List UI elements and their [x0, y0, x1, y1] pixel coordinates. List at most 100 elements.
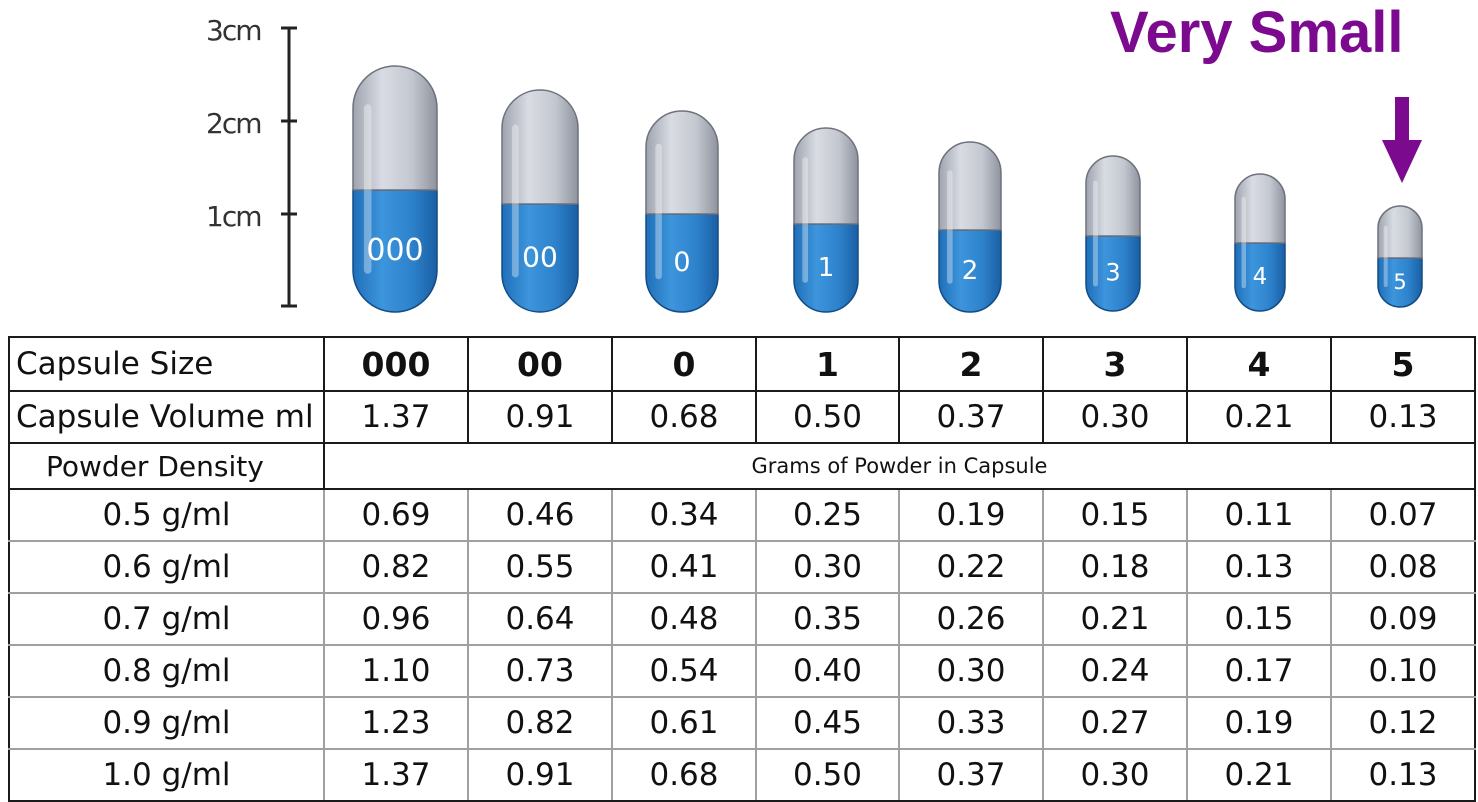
- grams-caption: Grams of Powder in Capsule: [323, 442, 1476, 490]
- grams-cell: 0.21: [1186, 748, 1332, 802]
- volume-cell: 0.13: [1330, 390, 1476, 444]
- volume-cell: 0.21: [1186, 390, 1332, 444]
- grams-cell: 0.08: [1330, 540, 1476, 594]
- grams-cell: 0.61: [611, 696, 757, 750]
- grams-cell: 0.15: [1186, 592, 1332, 646]
- capsule-cap: [645, 110, 719, 215]
- grams-cell: 0.26: [898, 592, 1044, 646]
- size-cell: 00: [467, 336, 613, 392]
- capsule-label: 3: [1105, 259, 1120, 287]
- size-cell: 000: [323, 336, 469, 392]
- density-label: 0.7 g/ml: [8, 592, 325, 646]
- density-label: 0.6 g/ml: [8, 540, 325, 594]
- capsule-size-000: 000: [352, 65, 438, 313]
- grams-cell: 0.11: [1186, 488, 1332, 542]
- capsule-volume-row: Capsule Volume ml 1.37 0.91 0.68 0.50 0.37 0.3…: [8, 390, 1476, 444]
- capsule-label: 2: [962, 256, 979, 286]
- capsule-label: 1: [818, 253, 835, 283]
- volume-cell: 0.50: [755, 390, 900, 444]
- grams-cell: 0.22: [898, 540, 1044, 594]
- grams-cell: 0.24: [1042, 644, 1188, 698]
- capsule-cap: [1085, 155, 1141, 237]
- capsule-label: 0: [673, 247, 690, 278]
- capsule-cap: [938, 141, 1002, 231]
- grams-cell: 0.21: [1042, 592, 1188, 646]
- powder-density-label: Powder Density: [8, 442, 325, 490]
- capsule-size-1: 1: [793, 127, 859, 313]
- density-label: 0.9 g/ml: [8, 696, 325, 750]
- capsule-size-row: Capsule Size 000 00 0 1 2 3 4 5: [8, 336, 1476, 392]
- ruler: 3cm 2cm 1cm: [206, 14, 297, 308]
- tick-label-3cm: 3cm: [206, 14, 260, 47]
- capsule-size-2: 2: [938, 141, 1002, 313]
- capsule-group: 000 00 0 1 2 3 4 5: [352, 65, 1423, 313]
- grams-cell: 0.13: [1330, 748, 1476, 802]
- capsule-label: 00: [522, 240, 558, 273]
- capsule-size-3: 3: [1085, 155, 1141, 312]
- size-cell: 1: [755, 336, 900, 392]
- capsule-size-5: 5: [1377, 205, 1423, 308]
- grams-cell: 0.37: [898, 748, 1044, 802]
- grams-cell: 0.40: [755, 644, 900, 698]
- grams-cell: 0.07: [1330, 488, 1476, 542]
- grams-cell: 0.41: [611, 540, 757, 594]
- table-row: 0.8 g/ml 1.10 0.73 0.54 0.40 0.30 0.24 0.17 0.10: [8, 644, 1476, 698]
- grams-cell: 0.17: [1186, 644, 1332, 698]
- capsule-cap: [501, 89, 579, 205]
- grams-cell: 0.30: [1042, 748, 1188, 802]
- grams-cell: 0.18: [1042, 540, 1188, 594]
- grams-cell: 0.12: [1330, 696, 1476, 750]
- table-row: 0.5 g/ml 0.69 0.46 0.34 0.25 0.19 0.15 0.11 0.07: [8, 488, 1476, 542]
- grams-cell: 0.15: [1042, 488, 1188, 542]
- grams-cell: 1.10: [323, 644, 469, 698]
- tick-label-2cm: 2cm: [206, 107, 260, 140]
- density-label: 1.0 g/ml: [8, 748, 325, 802]
- capsule-size-illustration: 3cm 2cm 1cm 000 00 0 1 2 3 4 5 Very Small: [206, 0, 1423, 313]
- capsule-label: 4: [1253, 264, 1268, 290]
- capsule-body: [1234, 242, 1286, 312]
- volume-cell: 0.37: [898, 390, 1044, 444]
- capsule-size-4: 4: [1234, 173, 1286, 312]
- grams-cell: 0.30: [755, 540, 900, 594]
- capsule-size-0: 0: [645, 110, 719, 313]
- grams-cell: 0.35: [755, 592, 900, 646]
- capsule-label: 5: [1393, 270, 1406, 294]
- density-label: 0.8 g/ml: [8, 644, 325, 698]
- capsule-size-00: 00: [501, 89, 579, 313]
- powder-density-header-row: Powder Density Grams of Powder in Capsule: [8, 442, 1476, 490]
- table-row: 0.9 g/ml 1.23 0.82 0.61 0.45 0.33 0.27 0.19 0.12: [8, 696, 1476, 750]
- volume-cell: 0.91: [467, 390, 613, 444]
- grams-cell: 1.37: [323, 748, 469, 802]
- grams-cell: 0.64: [467, 592, 613, 646]
- size-cell: 2: [898, 336, 1044, 392]
- grams-cell: 0.48: [611, 592, 757, 646]
- capsule-body: [793, 223, 859, 313]
- grams-cell: 0.19: [898, 488, 1044, 542]
- grams-cell: 0.46: [467, 488, 613, 542]
- grams-cell: 0.27: [1042, 696, 1188, 750]
- grams-cell: 1.23: [323, 696, 469, 750]
- capsule-label: 000: [366, 233, 423, 268]
- grams-cell: 0.96: [323, 592, 469, 646]
- capsule-body: [501, 203, 579, 313]
- table-row: 0.6 g/ml 0.82 0.55 0.41 0.30 0.22 0.18 0.13 0.08: [8, 540, 1476, 594]
- capsule-body: [645, 213, 719, 313]
- grams-cell: 0.50: [755, 748, 900, 802]
- capsule-body: [352, 189, 438, 313]
- capsule-body: [1085, 235, 1141, 312]
- grams-cell: 0.55: [467, 540, 613, 594]
- size-cell: 5: [1330, 336, 1476, 392]
- table-row: 1.0 g/ml 1.37 0.91 0.68 0.50 0.37 0.30 0.21 0.13: [8, 748, 1476, 802]
- grams-cell: 0.82: [467, 696, 613, 750]
- capsule-body: [938, 229, 1002, 313]
- down-arrow-icon: [1382, 97, 1422, 183]
- grams-cell: 0.91: [467, 748, 613, 802]
- size-cell: 0: [611, 336, 757, 392]
- volume-cell: 0.30: [1042, 390, 1188, 444]
- volume-cell: 1.37: [323, 390, 469, 444]
- grams-cell: 0.82: [323, 540, 469, 594]
- table-row: 0.7 g/ml 0.96 0.64 0.48 0.35 0.26 0.21 0.15 0.09: [8, 592, 1476, 646]
- capsule-cap: [1377, 205, 1423, 259]
- grams-cell: 0.54: [611, 644, 757, 698]
- grams-cell: 0.30: [898, 644, 1044, 698]
